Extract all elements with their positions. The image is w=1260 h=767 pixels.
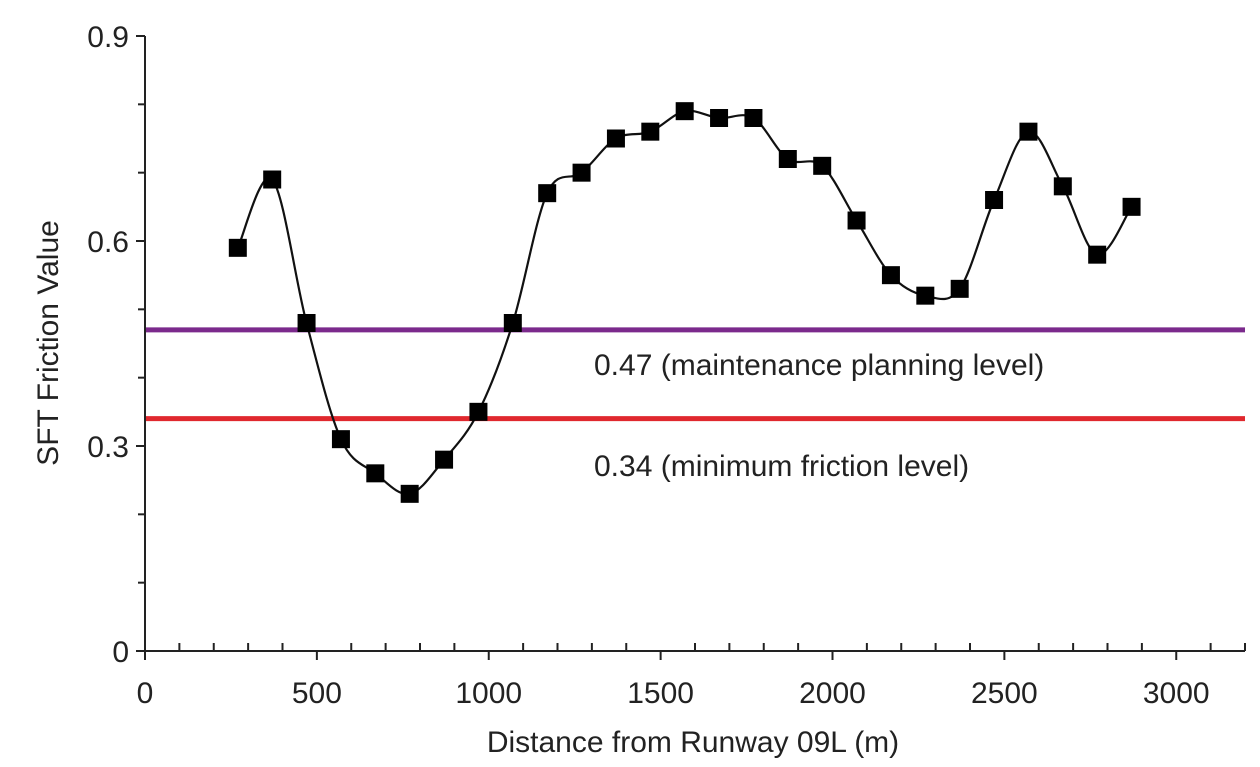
data-point-marker: [985, 191, 1004, 209]
y-tick-label: 0.3: [87, 431, 129, 464]
data-point-marker: [1088, 245, 1107, 264]
data-point-marker: [710, 109, 729, 127]
data-point-marker: [297, 314, 316, 332]
data-point-marker: [916, 286, 935, 305]
data-point-marker: [228, 238, 247, 257]
data-point-marker: [469, 402, 488, 421]
series-line: [236, 109, 1133, 496]
data-point-marker: [950, 279, 969, 298]
x-tick-label: 3000: [1143, 677, 1210, 710]
data-point-marker: [263, 170, 282, 189]
series-markers: [228, 102, 1141, 503]
data-point-marker: [606, 129, 625, 148]
x-tick-label: 0: [137, 677, 154, 710]
series-layer: [228, 102, 1141, 503]
data-point-marker: [675, 102, 694, 121]
data-point-marker: [744, 109, 763, 127]
data-point-marker: [1122, 197, 1141, 216]
data-point-marker: [813, 156, 832, 175]
data-point-marker: [366, 464, 385, 483]
x-tick-label: 1500: [627, 677, 694, 710]
data-point-marker: [1053, 177, 1072, 196]
y-tick-label: 0.9: [87, 21, 129, 54]
minimum-level-annotation: 0.34 (minimum friction level): [594, 450, 969, 483]
y-tick-label: 0: [112, 636, 129, 669]
data-point-marker: [1019, 122, 1038, 141]
data-point-marker: [503, 314, 522, 332]
x-tick-label: 2500: [971, 677, 1038, 710]
data-point-marker: [400, 484, 419, 503]
data-point-marker: [435, 450, 454, 469]
x-tick-label: 500: [292, 677, 342, 710]
data-point-marker: [778, 150, 797, 168]
axes: 0 0.3 0.6 0.9 0 500 1000 1500 2000 2500 3000: [87, 21, 1246, 710]
data-point-marker: [641, 122, 660, 141]
data-point-marker: [331, 430, 350, 449]
x-tick-label: 2000: [799, 677, 866, 710]
data-point-marker: [572, 163, 591, 182]
x-tick-label: 1000: [455, 677, 522, 710]
x-axis-title: Distance from Runway 09L (m): [487, 726, 899, 759]
y-tick-label: 0.6: [87, 226, 129, 259]
reference-lines: [145, 327, 1245, 422]
x-axis-ticks: 0 500 1000 1500 2000 2500 3000: [137, 643, 1246, 710]
data-point-marker: [538, 184, 557, 203]
data-point-marker: [847, 211, 866, 230]
y-axis-ticks: 0 0.3 0.6 0.9: [87, 21, 145, 669]
data-point-marker: [881, 266, 900, 285]
maintenance-level-annotation: 0.47 (maintenance planning level): [594, 349, 1044, 382]
y-axis-title: SFT Friction Value: [32, 220, 65, 466]
